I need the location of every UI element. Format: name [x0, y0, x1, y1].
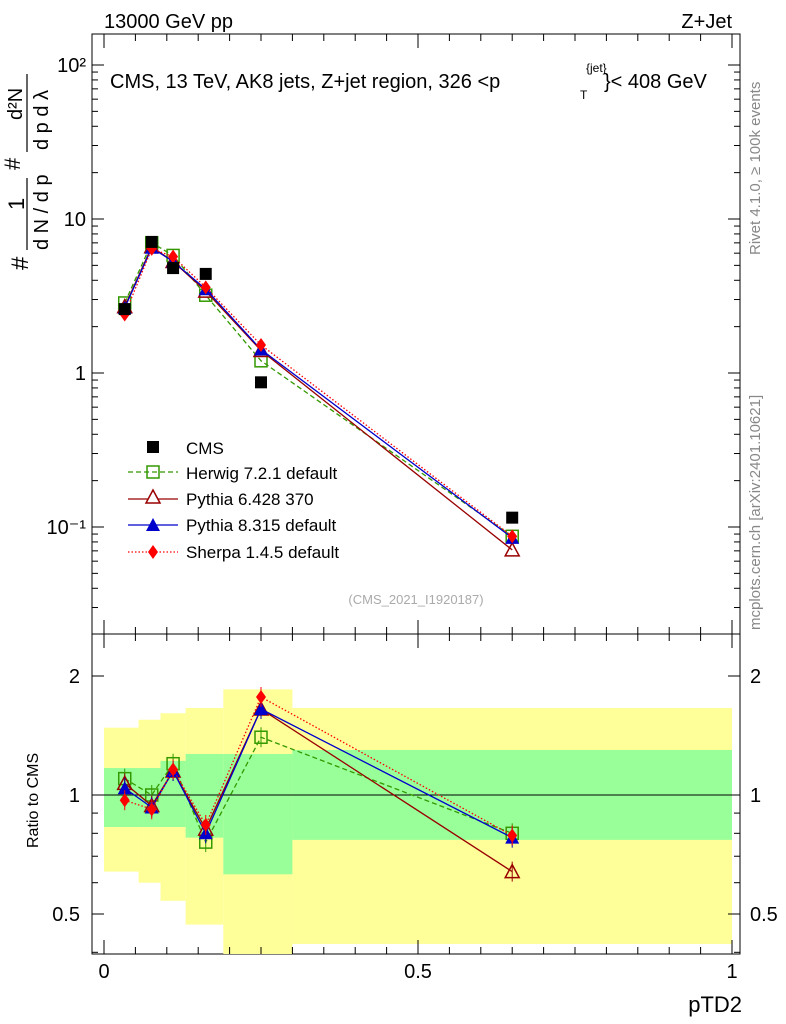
ratio-tick-2: 2 [69, 666, 80, 688]
legend: CMS Herwig 7.2.1 default Pythia 6.428 37… [128, 439, 339, 562]
lower-series-layer [116, 686, 521, 882]
ratio-line-pythia-8-315-default [124, 708, 513, 839]
x-tick-0.5: 0.5 [404, 961, 432, 983]
tick-label-0.1: 10⁻¹ [47, 517, 87, 539]
band-inner-bin [223, 753, 293, 875]
x-axis-label: pTD2 [688, 992, 742, 1017]
mcplots-label: mcplots.cern.ch [arXiv:2401.10621] [747, 395, 764, 630]
ratio-tick-right-0.5: 0.5 [750, 904, 778, 926]
legend-label-cms: CMS [186, 439, 224, 458]
x-ticks [103, 34, 733, 954]
ratio-point-sherpa-1-4-5-default [200, 817, 211, 832]
ylabel-d2N: d²N [5, 88, 27, 120]
band-inner-bin [104, 768, 139, 827]
point-cms [255, 376, 267, 389]
legend-label-herwig: Herwig 7.2.1 default [186, 464, 337, 483]
ylabel-hash2: # [0, 157, 25, 170]
upper-y-axis-label: # 1 d N / d p # d p d λ d²N [0, 74, 53, 270]
ratio-point-pythia-8-315-default [254, 702, 268, 716]
lower-y-axis-label: Ratio to CMS [25, 753, 42, 848]
ratio-tick-right-1: 1 [750, 785, 761, 807]
point-cms [118, 303, 131, 316]
point-sherpa-1-4-5-default [168, 249, 179, 264]
upper-y-tick-labels: 10⁻¹ 1 10 10² [47, 55, 87, 539]
plot-title: CMS, 13 TeV, AK8 jets, Z+jet region, 326… [110, 61, 708, 102]
ratio-point-herwig-7-2-1-default [254, 730, 268, 744]
lower-y-ticks [92, 675, 740, 953]
tick-label-100: 10² [57, 55, 86, 77]
ratio-point-pythia-6-428-370 [503, 863, 521, 879]
tick-label-1: 1 [75, 363, 86, 385]
x-tick-0: 0 [98, 961, 109, 983]
point-sherpa-1-4-5-default [256, 337, 266, 352]
ratio-point-sherpa-1-4-5-default [168, 762, 179, 777]
ylabel-dN: d N / d p [31, 174, 53, 250]
ratio-tick-0.5: 0.5 [52, 904, 80, 926]
upper-y-ticks [92, 64, 740, 609]
ratio-line-pythia-6-428-370 [124, 708, 513, 873]
plot-title-tail: }< 408 GeV [604, 71, 708, 93]
x-tick-1: 1 [726, 961, 737, 983]
legend-label-pythia6: Pythia 6.428 370 [186, 490, 314, 509]
ylabel-hash: # [7, 256, 34, 270]
analysis-id-label: (CMS_2021_I1920187) [348, 592, 483, 607]
legend-marker-sherpa [148, 545, 158, 559]
ylabel-frac: 1 [4, 198, 29, 210]
point-cms [506, 511, 519, 524]
ratio-tick-1: 1 [69, 785, 80, 807]
plot-title-sup: {jet} [586, 61, 607, 75]
legend-marker-pythia8 [146, 518, 160, 531]
series-line-pythia-8-315-default [124, 246, 513, 539]
point-sherpa-1-4-5-default [200, 280, 211, 295]
ratio-point-sherpa-1-4-5-default [256, 689, 266, 704]
legend-marker-pythia6 [144, 488, 162, 504]
rivet-version-label: Rivet 4.1.0, ≥ 100k events [747, 82, 764, 255]
legend-label-pythia8: Pythia 8.315 default [186, 516, 337, 535]
ratio-point-sherpa-1-4-5-default [146, 802, 157, 817]
series-line-herwig-7-2-1-default [124, 241, 513, 537]
ratio-point-pythia-8-315-default [117, 781, 132, 795]
point-cms [167, 262, 180, 275]
point-cms [199, 267, 212, 280]
plot-title-sub: T [580, 88, 588, 102]
header-process-label: Z+Jet [681, 11, 732, 33]
x-tick-labels: 0 0.5 1 [98, 961, 737, 983]
point-cms [145, 235, 158, 248]
ratio-line-herwig-7-2-1-default [124, 736, 513, 844]
plot-title-main: CMS, 13 TeV, AK8 jets, Z+jet region, 326… [110, 71, 500, 93]
legend-marker-herwig [146, 465, 160, 479]
legend-marker-cms [147, 441, 159, 453]
tick-label-10: 10 [64, 209, 86, 231]
ylabel-dpt: d p d λ [31, 90, 53, 150]
legend-label-sherpa: Sherpa 1.4.5 default [186, 543, 339, 562]
point-sherpa-1-4-5-default [507, 529, 518, 544]
ratio-line-sherpa-1-4-5-default [124, 696, 513, 837]
ratio-tick-right-2: 2 [750, 666, 761, 688]
ratio-point-sherpa-1-4-5-default [507, 828, 518, 843]
lower-y-tick-labels: 0.5 1 2 0.5 1 2 [52, 666, 778, 926]
point-pythia-6-428-370 [503, 541, 521, 557]
series-line-pythia-6-428-370 [124, 245, 513, 551]
upper-series-layer [116, 235, 521, 557]
lower-panel-frame [91, 633, 741, 955]
series-line-sherpa-1-4-5-default [124, 248, 513, 537]
header-energy-label: 13000 GeV pp [104, 11, 233, 33]
ratio-point-sherpa-1-4-5-default [119, 793, 130, 808]
